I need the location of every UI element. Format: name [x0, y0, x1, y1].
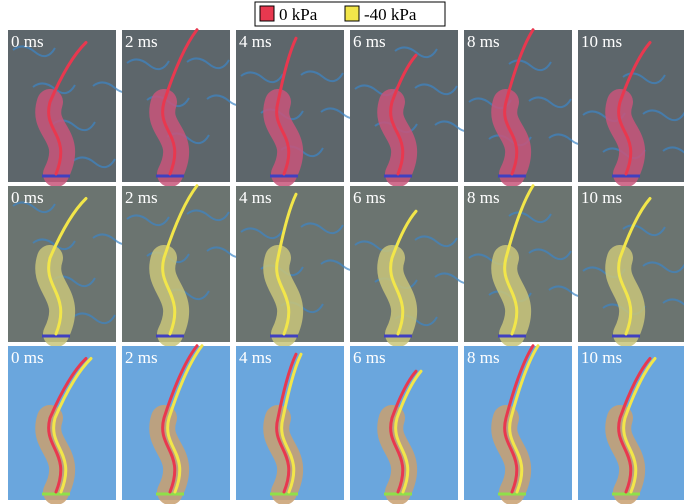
panel-label: 6 ms [353, 348, 386, 367]
panel: 4 ms [236, 186, 363, 342]
panel: 6 ms [350, 346, 458, 500]
panel-label: 6 ms [353, 188, 386, 207]
panel-label: 0 ms [11, 348, 44, 367]
panel: 10 ms [578, 186, 684, 342]
panel-label: 0 ms [11, 188, 44, 207]
panel: 2 ms [122, 30, 249, 182]
panel: 4 ms [236, 30, 363, 182]
panel-label: 0 ms [11, 32, 44, 51]
panel: 0 ms [8, 186, 135, 342]
panel-label: 4 ms [239, 32, 272, 51]
panel: 2 ms [122, 346, 230, 500]
panel: 10 ms [578, 30, 684, 182]
panel-label: 10 ms [581, 188, 622, 207]
panel: 6 ms [350, 30, 477, 182]
panel-label: 10 ms [581, 32, 622, 51]
panel: 8 ms [464, 186, 591, 342]
figure: 0 kPa -40 kPa 0 ms 2 ms 4 ms 6 ms 8 ms 10 ms 0 … [0, 0, 684, 504]
panel: 10 ms [578, 346, 684, 500]
panel: 0 ms [8, 30, 135, 182]
panel: 8 ms [464, 346, 572, 500]
panel-label: 8 ms [467, 348, 500, 367]
panel-label: 2 ms [125, 188, 158, 207]
panel-label: 8 ms [467, 188, 500, 207]
panel-label: 4 ms [239, 348, 272, 367]
legend-label: 0 kPa [279, 5, 318, 24]
panel: 4 ms [236, 346, 344, 500]
legend-label: -40 kPa [364, 5, 417, 24]
panel: 8 ms [464, 30, 591, 182]
panel-label: 4 ms [239, 188, 272, 207]
panel-label: 2 ms [125, 348, 158, 367]
panel-label: 2 ms [125, 32, 158, 51]
legend-swatch [260, 6, 274, 21]
legend-swatch [345, 6, 359, 21]
panel: 6 ms [350, 186, 477, 342]
panel-label: 10 ms [581, 348, 622, 367]
panel-label: 8 ms [467, 32, 500, 51]
panel-label: 6 ms [353, 32, 386, 51]
panel: 2 ms [122, 186, 249, 342]
panel: 0 ms [8, 346, 116, 500]
